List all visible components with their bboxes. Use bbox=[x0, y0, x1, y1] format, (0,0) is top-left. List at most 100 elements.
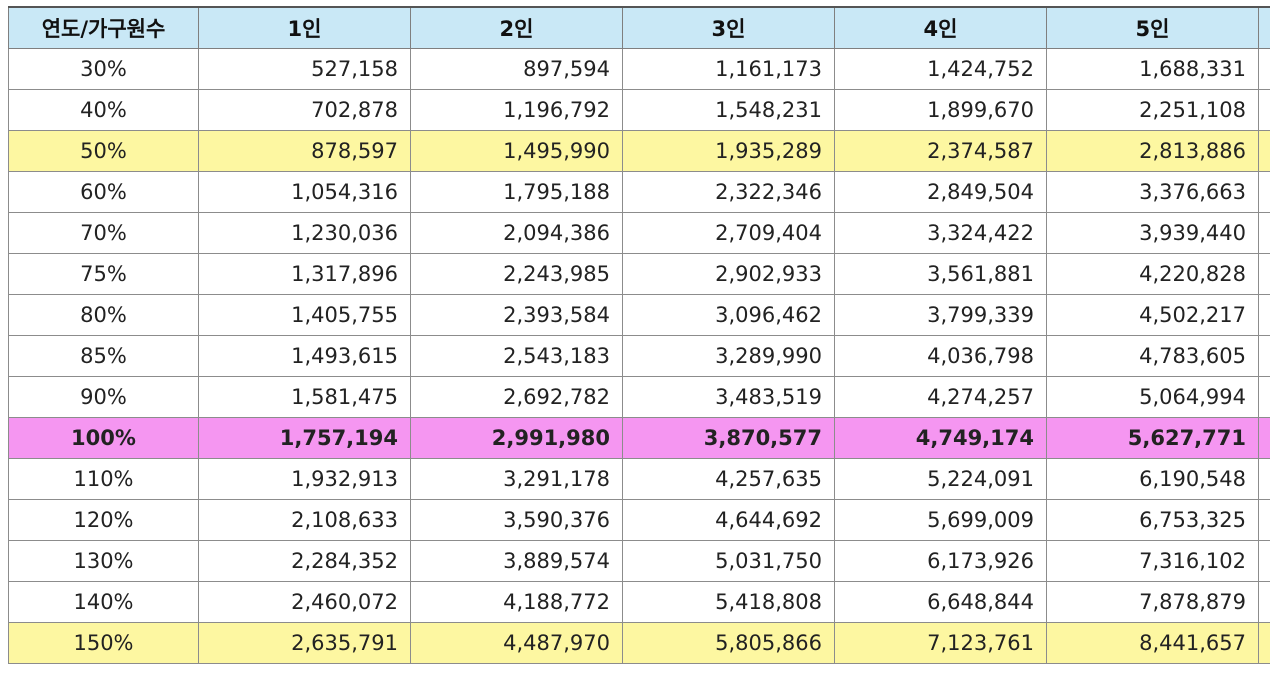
value-cell-5[interactable]: 7,316,102 bbox=[1046, 539, 1259, 582]
value-cell-3[interactable]: 2,709,404 bbox=[622, 211, 835, 254]
row-percent-cell[interactable]: 90% bbox=[8, 375, 199, 418]
value-cell-1[interactable]: 878,597 bbox=[198, 129, 411, 172]
value-cell-2[interactable]: 2,991,980 bbox=[410, 416, 623, 459]
edge-cell[interactable] bbox=[1258, 252, 1270, 295]
value-cell-3[interactable]: 1,548,231 bbox=[622, 88, 835, 131]
row-percent-cell[interactable]: 40% bbox=[8, 88, 199, 131]
edge-cell[interactable] bbox=[1258, 170, 1270, 213]
value-cell-1[interactable]: 2,460,072 bbox=[198, 580, 411, 623]
header-col-5[interactable]: 5인 bbox=[1046, 6, 1259, 49]
row-percent-cell[interactable]: 85% bbox=[8, 334, 199, 377]
value-cell-4[interactable]: 5,224,091 bbox=[834, 457, 1047, 500]
edge-cell[interactable] bbox=[1258, 88, 1270, 131]
edge-cell[interactable] bbox=[1258, 334, 1270, 377]
edge-cell[interactable] bbox=[1258, 47, 1270, 90]
edge-cell[interactable] bbox=[1258, 498, 1270, 541]
value-cell-1[interactable]: 2,108,633 bbox=[198, 498, 411, 541]
row-percent-cell[interactable]: 150% bbox=[8, 621, 199, 664]
value-cell-4[interactable]: 6,648,844 bbox=[834, 580, 1047, 623]
row-percent-cell[interactable]: 70% bbox=[8, 211, 199, 254]
value-cell-1[interactable]: 1,932,913 bbox=[198, 457, 411, 500]
value-cell-5[interactable]: 5,064,994 bbox=[1046, 375, 1259, 418]
value-cell-3[interactable]: 3,096,462 bbox=[622, 293, 835, 336]
value-cell-1[interactable]: 2,635,791 bbox=[198, 621, 411, 664]
edge-cell[interactable] bbox=[1258, 580, 1270, 623]
value-cell-5[interactable]: 8,441,657 bbox=[1046, 621, 1259, 664]
edge-cell[interactable] bbox=[1258, 293, 1270, 336]
value-cell-4[interactable]: 6,173,926 bbox=[834, 539, 1047, 582]
value-cell-1[interactable]: 1,317,896 bbox=[198, 252, 411, 295]
edge-cell[interactable] bbox=[1258, 539, 1270, 582]
value-cell-4[interactable]: 2,374,587 bbox=[834, 129, 1047, 172]
value-cell-1[interactable]: 1,405,755 bbox=[198, 293, 411, 336]
value-cell-4[interactable]: 4,274,257 bbox=[834, 375, 1047, 418]
row-percent-cell[interactable]: 120% bbox=[8, 498, 199, 541]
row-percent-cell[interactable]: 80% bbox=[8, 293, 199, 336]
value-cell-5[interactable]: 1,688,331 bbox=[1046, 47, 1259, 90]
value-cell-3[interactable]: 2,902,933 bbox=[622, 252, 835, 295]
value-cell-2[interactable]: 2,393,584 bbox=[410, 293, 623, 336]
value-cell-2[interactable]: 2,094,386 bbox=[410, 211, 623, 254]
row-percent-cell[interactable]: 110% bbox=[8, 457, 199, 500]
row-percent-cell[interactable]: 30% bbox=[8, 47, 199, 90]
value-cell-2[interactable]: 4,487,970 bbox=[410, 621, 623, 664]
row-percent-cell[interactable]: 60% bbox=[8, 170, 199, 213]
value-cell-5[interactable]: 2,813,886 bbox=[1046, 129, 1259, 172]
row-percent-cell[interactable]: 50% bbox=[8, 129, 199, 172]
value-cell-2[interactable]: 2,543,183 bbox=[410, 334, 623, 377]
value-cell-3[interactable]: 4,644,692 bbox=[622, 498, 835, 541]
value-cell-2[interactable]: 1,795,188 bbox=[410, 170, 623, 213]
edge-cell[interactable] bbox=[1258, 416, 1270, 459]
value-cell-3[interactable]: 3,289,990 bbox=[622, 334, 835, 377]
value-cell-3[interactable]: 3,870,577 bbox=[622, 416, 835, 459]
edge-cell[interactable] bbox=[1258, 129, 1270, 172]
value-cell-1[interactable]: 702,878 bbox=[198, 88, 411, 131]
edge-cell[interactable] bbox=[1258, 375, 1270, 418]
value-cell-3[interactable]: 5,031,750 bbox=[622, 539, 835, 582]
value-cell-1[interactable]: 1,230,036 bbox=[198, 211, 411, 254]
value-cell-2[interactable]: 897,594 bbox=[410, 47, 623, 90]
value-cell-5[interactable]: 2,251,108 bbox=[1046, 88, 1259, 131]
value-cell-5[interactable]: 3,939,440 bbox=[1046, 211, 1259, 254]
edge-cell[interactable] bbox=[1258, 211, 1270, 254]
value-cell-5[interactable]: 6,753,325 bbox=[1046, 498, 1259, 541]
value-cell-2[interactable]: 3,889,574 bbox=[410, 539, 623, 582]
row-percent-cell[interactable]: 140% bbox=[8, 580, 199, 623]
value-cell-4[interactable]: 3,561,881 bbox=[834, 252, 1047, 295]
value-cell-5[interactable]: 4,783,605 bbox=[1046, 334, 1259, 377]
value-cell-1[interactable]: 527,158 bbox=[198, 47, 411, 90]
value-cell-5[interactable]: 4,220,828 bbox=[1046, 252, 1259, 295]
value-cell-4[interactable]: 3,324,422 bbox=[834, 211, 1047, 254]
header-col-3[interactable]: 3인 bbox=[622, 6, 835, 49]
edge-cell[interactable] bbox=[1258, 621, 1270, 664]
row-percent-cell[interactable]: 75% bbox=[8, 252, 199, 295]
edge-cell[interactable] bbox=[1258, 457, 1270, 500]
value-cell-3[interactable]: 3,483,519 bbox=[622, 375, 835, 418]
value-cell-3[interactable]: 1,161,173 bbox=[622, 47, 835, 90]
value-cell-2[interactable]: 4,188,772 bbox=[410, 580, 623, 623]
header-corner[interactable]: 연도/가구원수 bbox=[8, 6, 199, 49]
row-percent-cell[interactable]: 130% bbox=[8, 539, 199, 582]
value-cell-5[interactable]: 3,376,663 bbox=[1046, 170, 1259, 213]
value-cell-4[interactable]: 7,123,761 bbox=[834, 621, 1047, 664]
value-cell-4[interactable]: 3,799,339 bbox=[834, 293, 1047, 336]
value-cell-2[interactable]: 2,243,985 bbox=[410, 252, 623, 295]
value-cell-4[interactable]: 2,849,504 bbox=[834, 170, 1047, 213]
value-cell-5[interactable]: 6,190,548 bbox=[1046, 457, 1259, 500]
value-cell-3[interactable]: 4,257,635 bbox=[622, 457, 835, 500]
header-col-1[interactable]: 1인 bbox=[198, 6, 411, 49]
value-cell-3[interactable]: 5,805,866 bbox=[622, 621, 835, 664]
value-cell-3[interactable]: 5,418,808 bbox=[622, 580, 835, 623]
value-cell-1[interactable]: 1,757,194 bbox=[198, 416, 411, 459]
value-cell-2[interactable]: 2,692,782 bbox=[410, 375, 623, 418]
value-cell-2[interactable]: 1,495,990 bbox=[410, 129, 623, 172]
value-cell-4[interactable]: 5,699,009 bbox=[834, 498, 1047, 541]
value-cell-2[interactable]: 3,291,178 bbox=[410, 457, 623, 500]
value-cell-1[interactable]: 1,581,475 bbox=[198, 375, 411, 418]
header-col-2[interactable]: 2인 bbox=[410, 6, 623, 49]
row-percent-cell[interactable]: 100% bbox=[8, 416, 199, 459]
value-cell-4[interactable]: 1,424,752 bbox=[834, 47, 1047, 90]
value-cell-1[interactable]: 1,493,615 bbox=[198, 334, 411, 377]
value-cell-5[interactable]: 5,627,771 bbox=[1046, 416, 1259, 459]
value-cell-4[interactable]: 1,899,670 bbox=[834, 88, 1047, 131]
